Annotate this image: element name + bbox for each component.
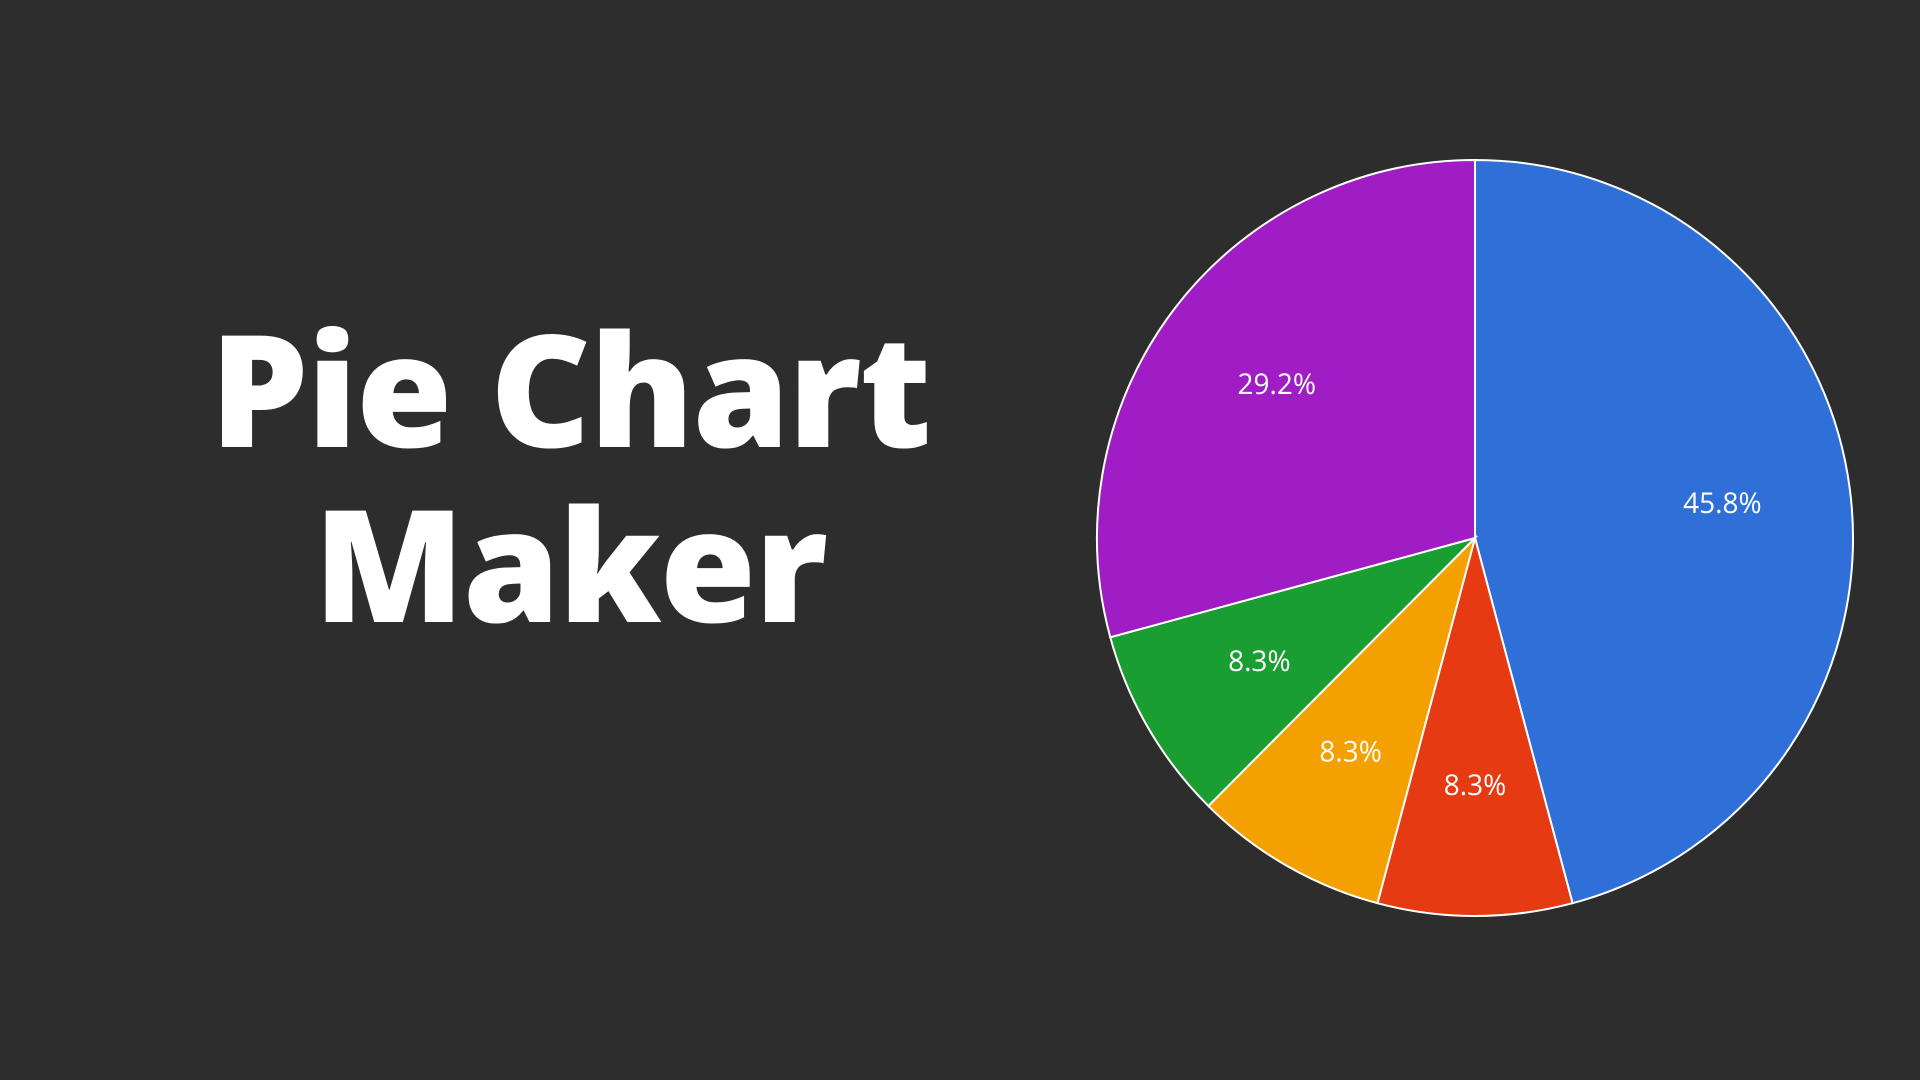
pie-chart: 45.8% 8.3% 8.3% 8.3% 29.2%	[1093, 156, 1857, 920]
slice-label: 29.2%	[1238, 365, 1317, 403]
title-line-1: Pie Chart	[120, 300, 1020, 475]
slice-label: 8.3%	[1319, 733, 1382, 771]
slice-label: 8.3%	[1228, 642, 1291, 680]
page-title: Pie Chart Maker	[120, 300, 1020, 649]
title-line-2: Maker	[120, 475, 1020, 650]
slice-label: 8.3%	[1444, 766, 1507, 804]
slice-label: 45.8%	[1683, 484, 1762, 522]
canvas: Pie Chart Maker 45.8% 8.3% 8.3% 8.3% 29.2%	[0, 0, 1920, 1080]
